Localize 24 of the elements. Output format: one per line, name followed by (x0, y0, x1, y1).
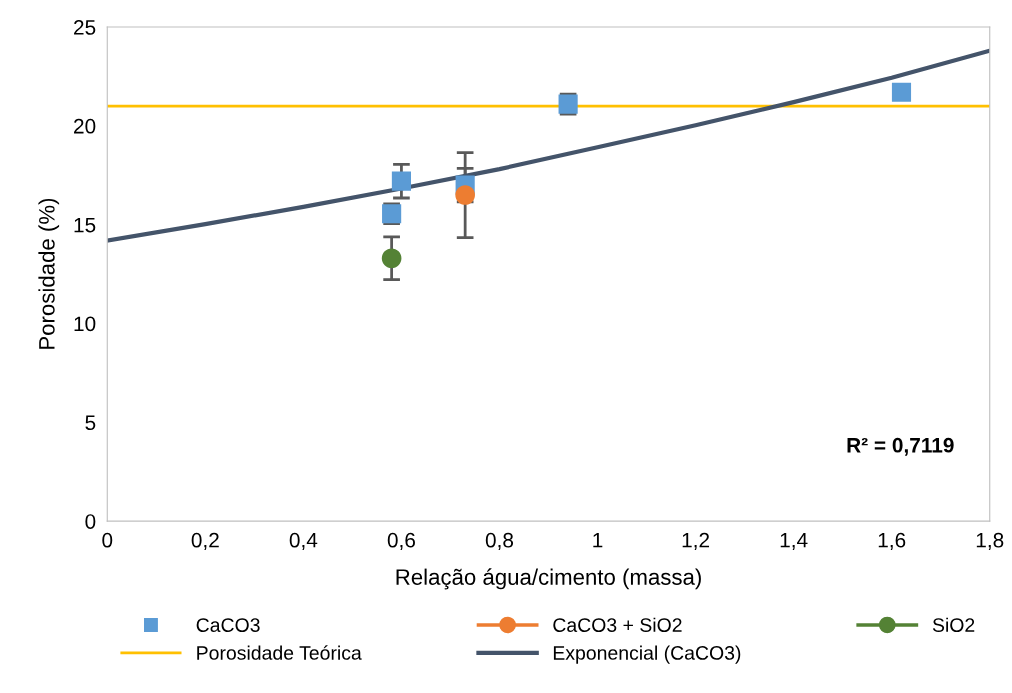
x-axis-title: Relação água/cimento (massa) (396, 568, 701, 590)
x-tick-label: 1,4 (780, 533, 808, 551)
x-tick-label: 1 (593, 533, 603, 548)
y-tick-label: 20 (74, 118, 96, 134)
x-tick-label: 0,6 (387, 532, 415, 551)
x-tick-label: 1,2 (682, 532, 710, 551)
legend-label: SiO2 (932, 617, 975, 632)
y-tick-label: 15 (74, 217, 96, 233)
x-tick-label: 0,4 (289, 532, 318, 551)
x-tick-label: 0,8 (485, 532, 514, 551)
legend-label: CaCO3 + SiO2 (553, 617, 682, 632)
legend-label: CaCO3 (196, 618, 260, 632)
x-tick-label: 1,8 (976, 532, 1004, 551)
y-tick-label: 25 (74, 20, 96, 35)
y-axis-title: Porosidade (%) (38, 198, 60, 349)
y-tick-label: 5 (85, 415, 96, 431)
y-tick-label: 0 (85, 514, 96, 529)
x-tick-label: 0,2 (191, 532, 219, 551)
annotation: R² = 0,7119 (847, 437, 954, 456)
legend-label: Porosidade Teórica (197, 645, 362, 660)
x-tick-label: 0 (102, 532, 113, 548)
y-tick-label: 10 (74, 316, 96, 332)
x-tick-label: 1,6 (878, 532, 906, 551)
legend-label: Exponencial (CaCO3) (553, 645, 741, 664)
